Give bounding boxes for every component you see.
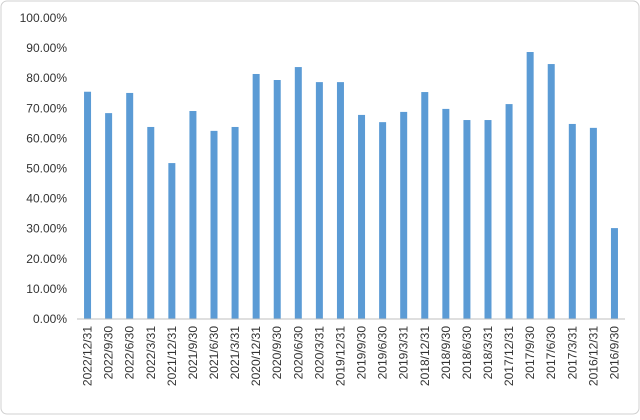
- bar: [610, 228, 618, 319]
- x-tick-label: 2019/9/30: [355, 326, 369, 380]
- bar: [147, 126, 155, 319]
- y-tick-label: 100.00%: [20, 11, 68, 25]
- bar: [168, 163, 176, 319]
- y-tick-label: 80.00%: [26, 71, 67, 85]
- bar: [379, 122, 387, 319]
- y-tick-label: 40.00%: [26, 192, 67, 206]
- y-tick-label: 90.00%: [26, 41, 67, 55]
- bar: [336, 82, 344, 319]
- bar: [526, 52, 534, 319]
- bar: [358, 114, 366, 319]
- bar: [505, 104, 513, 319]
- bar: [421, 92, 429, 320]
- x-tick-label: 2022/9/30: [102, 326, 116, 380]
- x-tick-label: 2020/12/31: [249, 326, 263, 386]
- bar: [568, 123, 576, 320]
- y-tick-label: 70.00%: [26, 101, 67, 115]
- y-tick-label: 0.00%: [33, 312, 67, 326]
- x-tick-label: 2021/12/31: [165, 326, 179, 386]
- x-tick-label: 2022/12/31: [81, 326, 95, 386]
- bar: [105, 113, 113, 319]
- x-tick-label: 2018/6/30: [460, 326, 474, 380]
- x-tick-label: 2018/9/30: [439, 326, 453, 380]
- y-tick-label: 10.00%: [26, 282, 67, 296]
- bar: [589, 127, 597, 320]
- x-tick-label: 2018/3/31: [481, 326, 495, 380]
- x-tick-label: 2019/6/30: [376, 326, 390, 380]
- x-tick-label: 2017/6/30: [544, 326, 558, 380]
- bar: [547, 64, 555, 319]
- bar: [126, 92, 134, 319]
- x-tick-label: 2016/9/30: [607, 326, 621, 380]
- x-tick-label: 2017/12/31: [502, 326, 516, 386]
- bar: [231, 126, 239, 319]
- x-tick-label: 2022/6/30: [123, 326, 137, 380]
- bar: [210, 130, 218, 319]
- x-tick-label: 2017/9/30: [523, 326, 537, 380]
- x-tick-label: 2020/6/30: [291, 326, 305, 380]
- x-tick-label: 2020/3/31: [312, 326, 326, 380]
- x-tick-label: 2019/12/31: [333, 326, 347, 386]
- bar: [189, 111, 197, 319]
- x-tick-label: 2022/3/31: [144, 326, 158, 380]
- y-tick-label: 20.00%: [26, 252, 67, 266]
- x-tick-label: 2021/6/30: [207, 326, 221, 380]
- bar: [484, 120, 492, 319]
- x-tick-label: 2020/9/30: [270, 326, 284, 380]
- x-tick-label: 2019/3/31: [397, 326, 411, 380]
- bar: [294, 67, 302, 319]
- bar: [252, 73, 260, 320]
- bar: [442, 108, 450, 319]
- bar: [315, 82, 323, 319]
- x-tick-label: 2017/3/31: [565, 326, 579, 380]
- y-tick-label: 50.00%: [26, 162, 67, 176]
- bar: [273, 80, 281, 319]
- bar: [84, 91, 92, 320]
- bar: [463, 120, 471, 319]
- x-tick-label: 2021/9/30: [186, 326, 200, 380]
- y-tick-label: 30.00%: [26, 222, 67, 236]
- x-tick-label: 2016/12/31: [586, 326, 600, 386]
- y-tick-label: 60.00%: [26, 131, 67, 145]
- x-tick-label: 2021/3/31: [228, 326, 242, 380]
- x-tick-label: 2018/12/31: [418, 326, 432, 386]
- bar: [400, 111, 408, 319]
